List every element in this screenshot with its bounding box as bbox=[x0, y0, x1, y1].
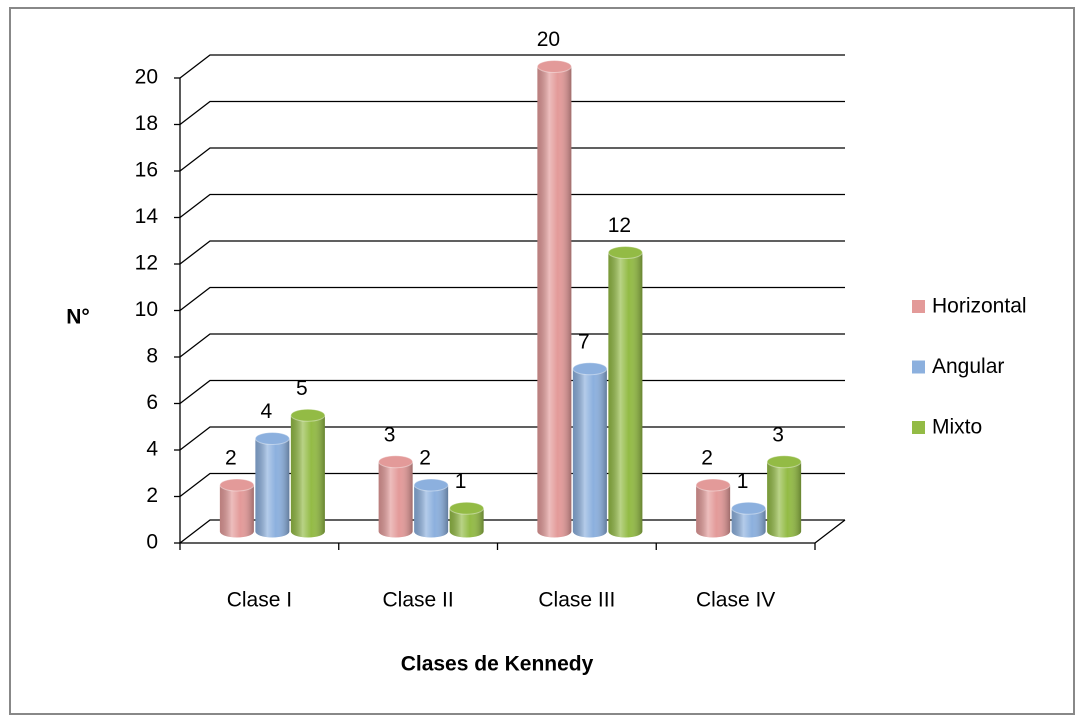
grid-line bbox=[179, 240, 845, 265]
x-tick-label: Clase I bbox=[227, 589, 292, 612]
bar-shade bbox=[608, 252, 643, 538]
bar-shade bbox=[731, 508, 766, 538]
data-label: 3 bbox=[772, 423, 784, 446]
bar-shade bbox=[537, 66, 572, 538]
legend-label: Angular bbox=[932, 355, 1004, 378]
y-tick-label: 4 bbox=[146, 438, 158, 461]
y-tick-label: 10 bbox=[135, 298, 158, 321]
y-tick-label: 16 bbox=[135, 159, 158, 182]
data-label: 20 bbox=[537, 28, 560, 51]
legend-label: Horizontal bbox=[932, 295, 1027, 318]
y-tick-label: 12 bbox=[135, 252, 158, 275]
x-tick-label: Clase IV bbox=[696, 589, 775, 612]
bar-shade bbox=[290, 415, 325, 538]
x-tick-label: Clase II bbox=[383, 589, 454, 612]
bar-top bbox=[695, 478, 731, 492]
data-label: 5 bbox=[296, 377, 308, 400]
grid-line bbox=[179, 54, 845, 79]
grid-line bbox=[179, 147, 845, 172]
data-label: 3 bbox=[384, 423, 396, 446]
data-label: 1 bbox=[737, 470, 749, 493]
data-label: 2 bbox=[225, 447, 237, 470]
bar-top bbox=[572, 362, 608, 376]
y-tick-label: 2 bbox=[146, 484, 158, 507]
bar-shade bbox=[255, 438, 290, 538]
x-tick-label: Clase III bbox=[538, 589, 615, 612]
bar-top bbox=[536, 60, 572, 73]
bar-top bbox=[290, 408, 326, 422]
y-tick-label: 6 bbox=[146, 391, 158, 414]
bar-top bbox=[731, 501, 767, 515]
y-axis-label: N° bbox=[66, 306, 90, 329]
bar-top bbox=[449, 501, 485, 515]
x-axis-label: Clases de Kennedy bbox=[401, 653, 594, 676]
data-label: 12 bbox=[608, 214, 631, 237]
bar-top bbox=[607, 246, 643, 259]
bar-top bbox=[766, 455, 802, 469]
bar-shade bbox=[449, 508, 484, 538]
bar-shade bbox=[572, 368, 607, 538]
data-label: 4 bbox=[261, 400, 273, 423]
data-label: 2 bbox=[701, 447, 713, 470]
y-tick-label: 18 bbox=[135, 112, 158, 135]
bar-shade bbox=[696, 485, 731, 538]
bar-top bbox=[254, 432, 290, 445]
legend-swatch bbox=[912, 360, 925, 374]
y-tick-label: 8 bbox=[146, 345, 158, 368]
bar-top bbox=[413, 478, 449, 492]
y-tick-label: 0 bbox=[146, 531, 158, 554]
y-tick-label: 14 bbox=[135, 205, 159, 228]
grid-line bbox=[179, 193, 845, 219]
bar-shade bbox=[767, 461, 802, 538]
bar-shade bbox=[219, 485, 254, 538]
legend-swatch bbox=[912, 421, 925, 434]
data-label: 7 bbox=[578, 330, 590, 353]
bar-top bbox=[378, 455, 414, 469]
grid-line bbox=[179, 100, 845, 126]
legend-swatch bbox=[912, 300, 925, 313]
bar-shade bbox=[378, 461, 413, 538]
bar-top bbox=[219, 478, 255, 492]
data-label: 1 bbox=[455, 470, 467, 493]
data-label: 2 bbox=[419, 447, 431, 470]
legend-label: Mixto bbox=[932, 416, 982, 439]
bar-shade bbox=[414, 485, 449, 538]
y-tick-label: 20 bbox=[135, 66, 158, 89]
